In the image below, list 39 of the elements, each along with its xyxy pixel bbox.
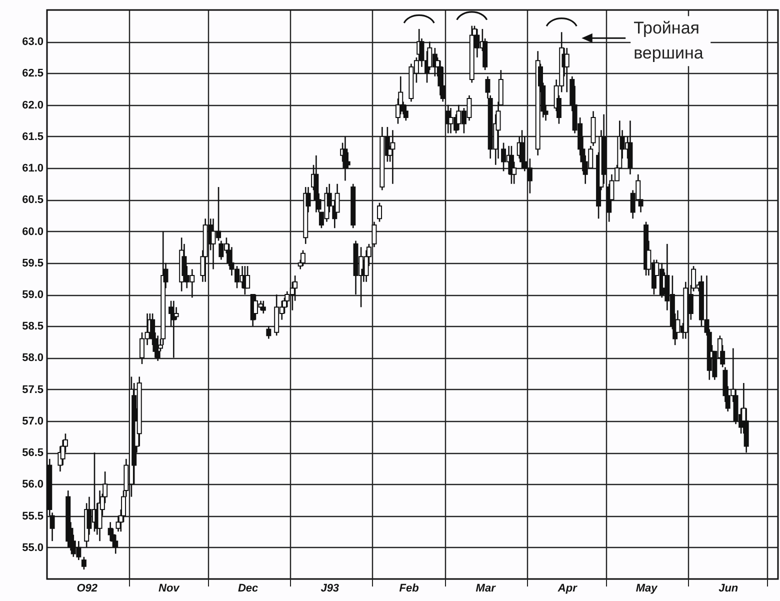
y-tick-label: 59.5 [22,257,44,270]
y-tick-label: 56.0 [22,478,44,491]
y-tick-label: 58.0 [22,352,44,364]
candlestick [403,104,408,122]
candlestick [345,152,350,169]
note-label: Тройная вершина [630,16,711,66]
y-tick-label: 59.0 [22,289,44,301]
candlestick [377,202,382,222]
y-tick-label: 55.5 [22,510,44,522]
y-tick-label: 60.5 [22,194,44,206]
y-tick-label: 56.5 [22,447,44,460]
x-tick-label: Apr [556,582,578,594]
candlestick [81,556,86,570]
y-tick-label: 61.5 [22,130,44,143]
y-tick-label: 55.0 [22,542,44,554]
x-tick-label: May [636,582,658,594]
candlestick [372,221,377,248]
x-tick-label: J93 [320,582,340,594]
y-tick-label: 60.0 [22,226,44,238]
x-tick-label: O92 [76,582,98,594]
y-tick-label: 57.0 [22,415,44,428]
y-tick-label: 58.5 [22,320,44,333]
candlestick [266,325,272,340]
x-tick-label: Mar [476,582,496,594]
y-tick-label: 62.5 [22,68,44,80]
candlestick [260,300,266,314]
x-tick-label: Jun [718,582,738,594]
y-tick-label: 57.5 [22,384,44,396]
candlestick [300,250,306,267]
x-tick-label: Feb [399,582,420,594]
candlestick [520,129,525,169]
annotation: Тройная вершина [634,18,704,63]
x-tick-label: Dec [238,582,258,594]
y-tick-label: 62.0 [22,99,44,112]
y-tick-label: 61.0 [22,162,44,175]
y-tick-label: 63.0 [22,36,44,48]
candlestick [501,142,506,172]
x-tick-label: Nov [158,582,180,594]
candlestick [342,136,348,182]
